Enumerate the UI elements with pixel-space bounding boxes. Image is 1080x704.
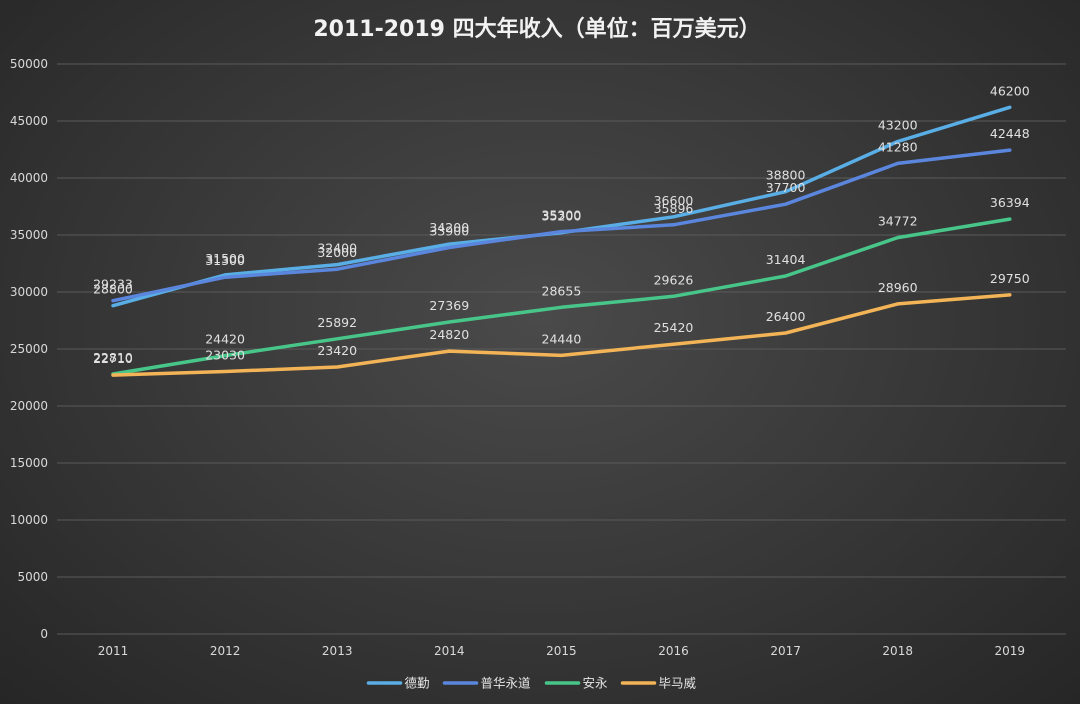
y-tick-label: 20000 [10,399,48,413]
data-label: 34772 [878,214,918,229]
series-lines [111,105,1012,377]
x-tick-label: 2012 [210,644,241,658]
data-label: 22710 [93,351,133,366]
y-tick-label: 50000 [10,57,48,71]
legend-label: 德勤 [405,676,430,691]
data-label: 35300 [542,208,582,223]
data-label: 46200 [990,83,1030,98]
series-line-4 [111,293,1012,377]
x-tick-label: 2018 [882,644,913,658]
data-label: 34200 [429,220,469,235]
data-label: 36600 [654,193,694,208]
data-label: 22810 [93,350,133,365]
data-labels: 28800 31500 32400 34200 35200 36600 38800 43200… [93,83,1030,366]
legend-item: 毕马威 [620,676,697,691]
y-tick-label: 30000 [10,285,48,299]
gridlines [57,63,1066,635]
y-tick-label: 40000 [10,171,48,185]
data-label: 24440 [542,331,582,346]
data-label: 36394 [990,195,1030,210]
x-tick-label: 2013 [322,644,353,658]
data-label: 29233 [93,277,133,292]
data-label: 24420 [205,332,245,347]
chart-title: 2011-2019 四大年收入（单位：百万美元） [313,16,760,42]
data-label: 28800 [93,282,133,297]
data-label: 29750 [990,271,1030,286]
legend-item: 安永 [544,676,609,691]
data-label: 31500 [205,251,245,266]
data-label: 23420 [317,343,357,358]
data-label: 24820 [429,327,469,342]
data-label: 26400 [766,309,806,324]
x-tick-label: 2017 [770,644,801,658]
data-label: 32000 [317,245,357,260]
data-label: 38800 [766,168,806,183]
y-tick-label: 45000 [10,114,48,128]
x-tick-label: 2011 [98,644,129,658]
y-tick-label: 10000 [10,513,48,527]
data-label: 37700 [766,180,806,195]
legend-item: 德勤 [366,676,430,691]
series-line-2 [111,148,1012,303]
data-label: 43200 [878,118,918,133]
data-label: 25420 [654,320,694,335]
data-label: 28655 [542,283,582,298]
y-tick-label: 15000 [10,456,48,470]
data-label: 35896 [654,201,694,216]
data-label: 41280 [878,139,918,154]
x-tick-label: 2016 [658,644,689,658]
legend-item: 普华永道 [442,676,532,691]
legend: 德勤 普华永道 安永 毕马威 [366,676,697,691]
data-label: 29626 [654,272,694,287]
data-label: 35200 [542,209,582,224]
data-label: 28960 [878,280,918,295]
data-label: 42448 [990,126,1030,141]
data-label: 33900 [429,224,469,239]
legend-label: 安永 [583,676,609,691]
y-tick-label: 0 [40,627,48,641]
x-tick-label: 2014 [434,644,465,658]
legend-label: 毕马威 [659,676,697,691]
y-tick-label: 35000 [10,228,48,242]
y-tick-label: 25000 [10,342,48,356]
y-axis-ticks: 0 5000 10000 15000 20000 25000 30000 35000 40000… [10,57,48,641]
data-label: 25892 [317,315,357,330]
x-tick-label: 2015 [546,644,577,658]
x-tick-label: 2019 [995,644,1026,658]
x-axis-ticks: 2011 2012 2013 2014 2015 2016 2017 2018 2019 [98,644,1025,658]
data-label: 31404 [766,252,806,267]
data-label: 27369 [429,298,469,313]
series-line-3 [111,217,1012,376]
data-label: 31300 [205,253,245,268]
legend-label: 普华永道 [481,676,532,691]
y-tick-label: 5000 [17,570,48,584]
data-label: 23030 [205,347,245,362]
data-label: 32400 [317,241,357,256]
